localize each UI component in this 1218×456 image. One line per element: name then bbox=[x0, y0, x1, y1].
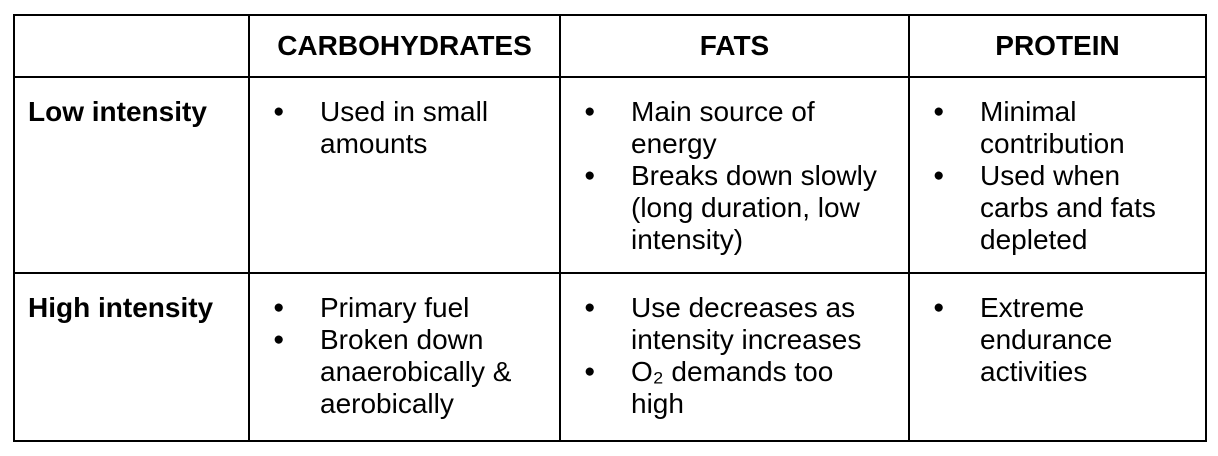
bullet-text: Used in small amounts bbox=[320, 96, 489, 159]
bullet-text: Minimal contribution bbox=[980, 96, 1125, 159]
cell-low-fats: ● Main source of energy ● Breaks down sl… bbox=[559, 76, 910, 274]
bullet-icon: ● bbox=[584, 101, 596, 122]
column-header-carbohydrates: CARBOHYDRATES bbox=[248, 14, 561, 78]
list-item: ● O₂ demands too high bbox=[562, 356, 907, 420]
cell-low-carbohydrates: ● Used in small amounts bbox=[248, 76, 561, 274]
bullet-text: Primary fuel bbox=[320, 292, 470, 323]
macronutrient-intensity-table: CARBOHYDRATES FATS PROTEIN Low intensity… bbox=[13, 14, 1207, 442]
bullet-text: Extreme endurance activities bbox=[980, 292, 1113, 387]
list-item: ● Broken down anaerobically & aerobicall… bbox=[251, 324, 558, 420]
list-item: ● Primary fuel bbox=[251, 292, 558, 324]
column-header-protein: PROTEIN bbox=[908, 14, 1207, 78]
row-label-low-intensity: Low intensity bbox=[13, 76, 250, 274]
header-row: CARBOHYDRATES FATS PROTEIN bbox=[13, 14, 1207, 78]
cell-low-protein: ● Minimal contribution ● Used when carbs… bbox=[908, 76, 1207, 274]
cell-high-carbohydrates: ● Primary fuel ● Broken down anaerobical… bbox=[248, 272, 561, 442]
list-item: ● Used when carbs and fats depleted bbox=[911, 160, 1204, 256]
bullet-list: ● Main source of energy ● Breaks down sl… bbox=[562, 96, 907, 256]
list-item: ● Used in small amounts bbox=[251, 96, 558, 160]
column-header-fats: FATS bbox=[559, 14, 910, 78]
cell-high-fats: ● Use decreases as intensity increases ●… bbox=[559, 272, 910, 442]
bullet-icon: ● bbox=[933, 297, 945, 318]
bullet-icon: ● bbox=[273, 101, 285, 122]
bullet-icon: ● bbox=[273, 329, 285, 350]
bullet-list: ● Minimal contribution ● Used when carbs… bbox=[911, 96, 1204, 256]
bullet-text: Broken down anaerobically & aerobically bbox=[320, 324, 512, 419]
list-item: ● Use decreases as intensity increases bbox=[562, 292, 907, 356]
bullet-text: Breaks down slowly (long duration, low i… bbox=[631, 160, 877, 255]
bullet-text: Main source of energy bbox=[631, 96, 815, 159]
bullet-list: ● Use decreases as intensity increases ●… bbox=[562, 292, 907, 420]
bullet-icon: ● bbox=[584, 165, 596, 186]
bullet-text: Use decreases as intensity increases bbox=[631, 292, 862, 355]
row-label-high-intensity: High intensity bbox=[13, 272, 250, 442]
table-row-low-intensity: Low intensity ● Used in small amounts ● … bbox=[13, 76, 1207, 274]
bullet-icon: ● bbox=[273, 297, 285, 318]
corner-cell bbox=[13, 14, 250, 78]
list-item: ● Extreme endurance activities bbox=[911, 292, 1204, 388]
bullet-icon: ● bbox=[584, 297, 596, 318]
list-item: ● Main source of energy bbox=[562, 96, 907, 160]
list-item: ● Minimal contribution bbox=[911, 96, 1204, 160]
table-row-high-intensity: High intensity ● Primary fuel ● Broken d… bbox=[13, 272, 1207, 442]
bullet-list: ● Extreme endurance activities bbox=[911, 292, 1204, 388]
bullet-list: ● Primary fuel ● Broken down anaerobical… bbox=[251, 292, 558, 420]
list-item: ● Breaks down slowly (long duration, low… bbox=[562, 160, 907, 256]
bullet-text: O₂ demands too high bbox=[631, 356, 834, 419]
cell-high-protein: ● Extreme endurance activities bbox=[908, 272, 1207, 442]
bullet-icon: ● bbox=[933, 165, 945, 186]
bullet-text: Used when carbs and fats depleted bbox=[980, 160, 1156, 255]
bullet-icon: ● bbox=[933, 101, 945, 122]
bullet-list: ● Used in small amounts bbox=[251, 96, 558, 160]
bullet-icon: ● bbox=[584, 361, 596, 382]
